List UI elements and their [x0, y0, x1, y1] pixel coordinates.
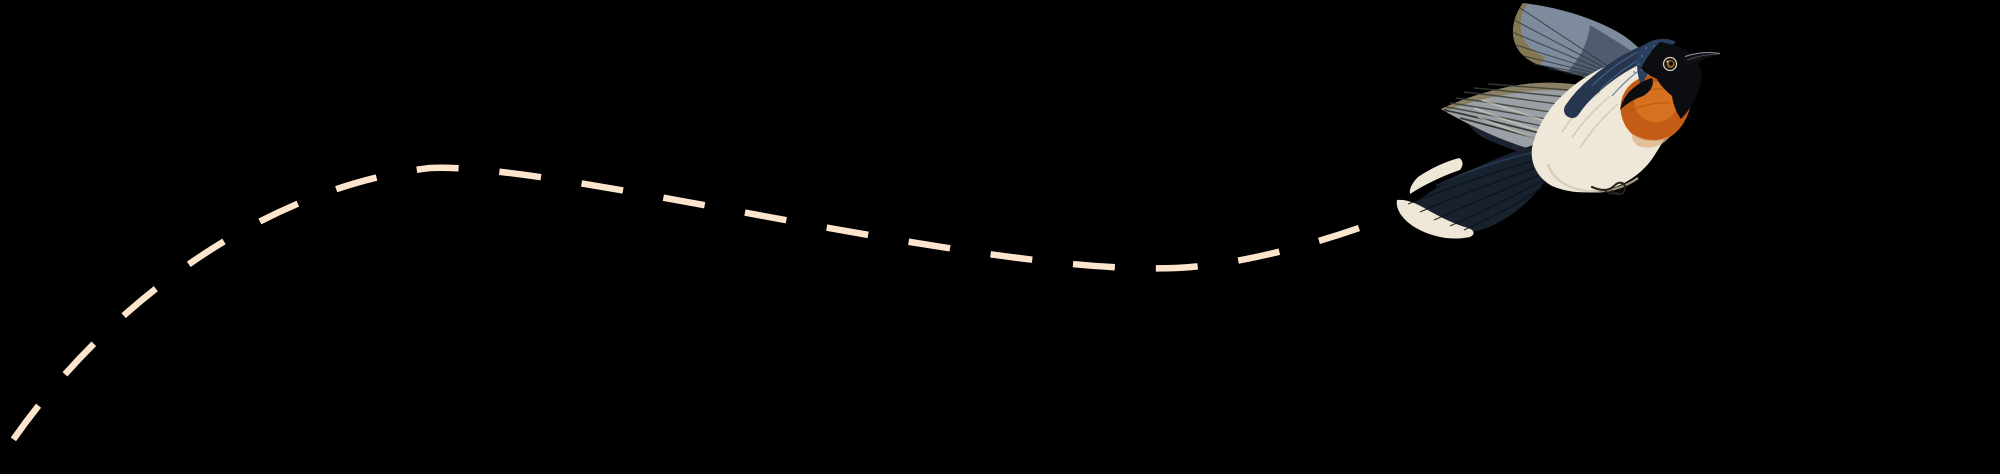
- far-wing-olive-rim: [1513, 3, 1545, 65]
- beak-body: [1683, 52, 1721, 66]
- eye-glint: [1666, 60, 1669, 63]
- nape-band: [1564, 42, 1660, 118]
- beak-mouth-line: [1686, 53, 1720, 61]
- beak-ridge-line: [1684, 52, 1721, 57]
- collar-wedge: [1620, 78, 1653, 110]
- bird-illustration: [1396, 3, 1721, 239]
- foot: [1590, 181, 1627, 196]
- eye: [1662, 56, 1678, 72]
- foot-toe: [1603, 189, 1619, 195]
- tail-base: [1398, 136, 1562, 233]
- eye-pupil: [1668, 61, 1674, 66]
- throat-fade: [1632, 134, 1670, 148]
- flight-path-dashed-line: [0, 164, 1394, 466]
- tail: [1396, 136, 1562, 239]
- tail-white-tip-patch: [1409, 158, 1463, 194]
- beak: [1683, 52, 1721, 66]
